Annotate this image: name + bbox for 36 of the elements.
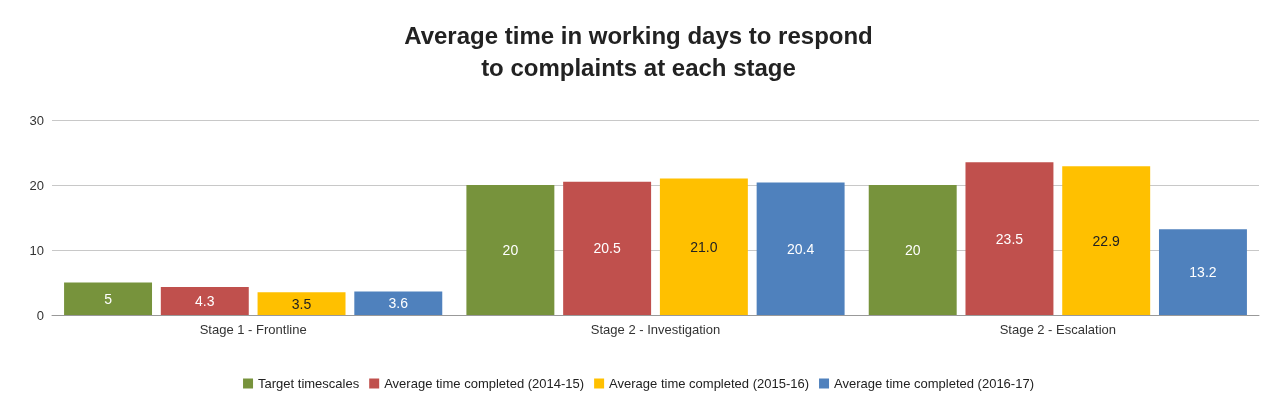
data-label: 3.6: [388, 295, 409, 312]
data-label: 22.9: [1092, 232, 1121, 249]
bar: [64, 282, 153, 315]
x-tick-label: Stage 2 - Escalation: [999, 322, 1117, 337]
data-label: 20: [904, 242, 921, 258]
data-label: 13.2: [1189, 264, 1217, 281]
x-tick-label: Stage 2 - Investigation: [590, 322, 721, 337]
legend-label: Average time completed (2016-17): [834, 376, 1034, 391]
y-tick-label: 10: [29, 242, 44, 258]
bar: [965, 162, 1054, 315]
bar: [466, 185, 555, 315]
data-label: 4.3: [195, 293, 215, 310]
bar: [563, 181, 652, 315]
data-label: 5: [104, 290, 113, 307]
bar: [756, 182, 845, 315]
bar: [354, 291, 443, 315]
bar: [257, 292, 346, 315]
data-label: 21.0: [690, 238, 718, 255]
legend-label: Target timescales: [258, 376, 360, 391]
data-label: 23.5: [995, 230, 1024, 247]
legend-label: Average time completed (2015-16): [609, 376, 810, 391]
bar: [868, 185, 957, 315]
bar: [1062, 166, 1151, 315]
y-tick-label: 20: [29, 177, 44, 193]
bar: [1158, 229, 1247, 315]
data-label: 20.5: [593, 240, 621, 257]
legend-label: Average time completed (2014-15): [384, 376, 585, 391]
data-label: 3.5: [291, 295, 312, 312]
chart-title: Average time in working days to respond to complaints at each stage: [404, 21, 873, 81]
data-label: 20.4: [787, 240, 815, 257]
bar: [160, 287, 249, 315]
y-tick-label: 30: [29, 112, 44, 128]
y-tick-label: 0: [36, 307, 44, 323]
x-tick-label: Stage 1 - Frontline: [199, 322, 307, 337]
data-label: 20: [502, 242, 519, 258]
bar: [659, 178, 748, 315]
